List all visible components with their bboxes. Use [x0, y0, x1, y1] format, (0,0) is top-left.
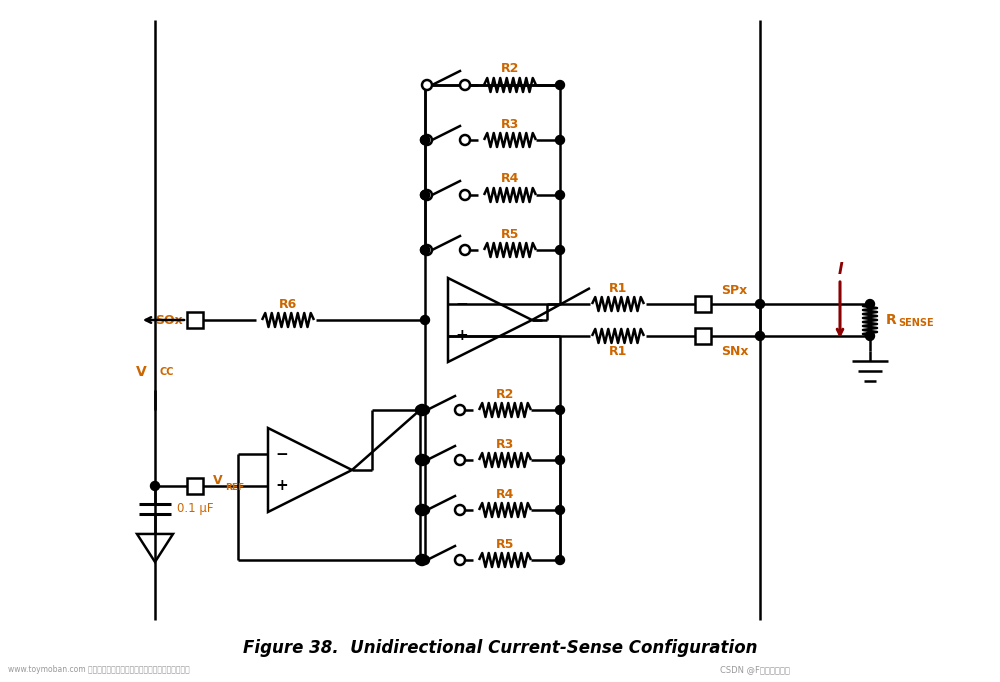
Circle shape — [556, 406, 564, 415]
Text: R2: R2 — [496, 387, 514, 400]
Circle shape — [455, 405, 465, 415]
Text: −: − — [276, 447, 288, 462]
Text: R3: R3 — [496, 437, 514, 451]
Circle shape — [460, 135, 470, 145]
Circle shape — [417, 555, 427, 565]
Bar — [187, 478, 203, 494]
Bar — [187, 312, 203, 328]
Circle shape — [556, 456, 564, 464]
Circle shape — [416, 556, 424, 565]
Circle shape — [756, 299, 765, 308]
Text: www.toymoban.com 网络图片仅展示，非存储，如有侵权请联系删除。: www.toymoban.com 网络图片仅展示，非存储，如有侵权请联系删除。 — [8, 666, 190, 674]
Circle shape — [420, 505, 430, 514]
Circle shape — [420, 406, 430, 415]
Circle shape — [866, 299, 874, 308]
Circle shape — [556, 80, 564, 89]
Text: V: V — [213, 475, 223, 488]
Circle shape — [756, 331, 765, 340]
Text: SPx: SPx — [721, 284, 747, 297]
Circle shape — [422, 80, 432, 90]
Circle shape — [420, 190, 430, 200]
Circle shape — [150, 481, 160, 490]
Bar — [695, 296, 711, 312]
Text: SENSE: SENSE — [898, 318, 934, 328]
Circle shape — [420, 246, 430, 254]
Text: R5: R5 — [501, 228, 519, 241]
Circle shape — [420, 136, 430, 145]
Circle shape — [556, 505, 564, 514]
Text: REF: REF — [225, 484, 244, 492]
Circle shape — [556, 556, 564, 565]
Text: CC: CC — [159, 367, 174, 377]
Circle shape — [556, 190, 564, 200]
Circle shape — [420, 556, 430, 565]
Circle shape — [455, 455, 465, 465]
Circle shape — [420, 456, 430, 464]
Circle shape — [422, 245, 432, 255]
Text: Figure 38.  Unidirectional Current-Sense Configuration: Figure 38. Unidirectional Current-Sense … — [243, 639, 757, 657]
Circle shape — [460, 80, 470, 90]
Text: SOx: SOx — [155, 314, 183, 327]
Text: SNx: SNx — [721, 346, 748, 359]
Text: R1: R1 — [609, 346, 627, 359]
Circle shape — [417, 455, 427, 465]
Circle shape — [455, 505, 465, 515]
Circle shape — [422, 135, 432, 145]
Bar — [695, 328, 711, 344]
Circle shape — [420, 136, 430, 145]
Text: R3: R3 — [501, 117, 519, 130]
Text: R1: R1 — [609, 282, 627, 295]
Text: +: + — [456, 329, 468, 344]
Circle shape — [417, 505, 427, 515]
Text: 0.1 μF: 0.1 μF — [177, 503, 214, 516]
Circle shape — [460, 245, 470, 255]
Circle shape — [420, 190, 430, 200]
Text: R5: R5 — [496, 537, 514, 550]
Text: R: R — [886, 313, 897, 327]
Circle shape — [866, 331, 874, 340]
Circle shape — [455, 555, 465, 565]
Text: R4: R4 — [496, 488, 514, 501]
Circle shape — [420, 316, 430, 325]
Circle shape — [416, 456, 424, 464]
Circle shape — [556, 136, 564, 145]
Text: R6: R6 — [279, 297, 297, 310]
Circle shape — [422, 190, 432, 200]
Text: +: + — [276, 479, 288, 494]
Circle shape — [556, 246, 564, 254]
Text: R4: R4 — [501, 173, 519, 186]
Circle shape — [417, 405, 427, 415]
Text: V: V — [136, 365, 147, 379]
Text: R2: R2 — [501, 63, 519, 76]
Text: −: − — [456, 297, 468, 312]
Text: I: I — [837, 261, 843, 276]
Text: CSDN @F菌的进阶之路: CSDN @F菌的进阶之路 — [720, 666, 790, 674]
Circle shape — [416, 505, 424, 514]
Circle shape — [460, 190, 470, 200]
Circle shape — [420, 246, 430, 254]
Circle shape — [416, 406, 424, 415]
